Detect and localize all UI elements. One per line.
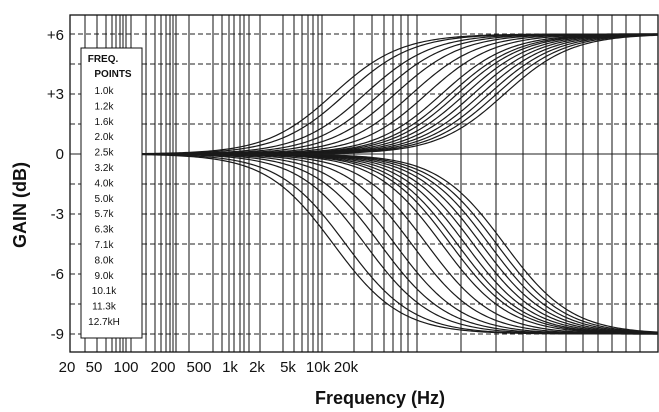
x-tick-label: 50 — [86, 359, 103, 376]
y-tick-label: 0 — [56, 146, 64, 163]
legend-item: 3.2k — [95, 163, 115, 174]
legend-item: 2.0k — [95, 132, 115, 143]
legend-item: 1.0k — [95, 86, 115, 97]
legend-title: FREQ. — [88, 54, 119, 65]
cut-curve — [140, 153, 659, 333]
y-axis-title: GAIN (dB) — [10, 162, 30, 248]
x-tick-label: 2k — [249, 359, 265, 376]
x-tick-label: 5k — [280, 359, 296, 376]
legend-box — [80, 47, 143, 339]
y-tick-label: +3 — [47, 86, 64, 103]
x-tick-label: 500 — [186, 359, 211, 376]
x-axis-title: Frequency (Hz) — [315, 388, 445, 408]
legend-items: 1.0k 1.2k 1.6k 2.0k 2.5k 3.2k 4.0k 5.0k 5.7k 6.3k… — [88, 86, 120, 328]
legend-item: 6.3k — [95, 225, 115, 236]
legend-item: 7.1k — [95, 240, 115, 251]
legend-item: 1.2k — [95, 101, 115, 112]
legend-item: 10.1k — [92, 286, 117, 297]
legend: FREQ. POINTS 1.0k 1.2k 1.6k 2.0k 2.5k 3.2k 4.0… — [80, 47, 143, 339]
x-tick-label: 20 — [59, 359, 76, 376]
x-tick-label: 1k — [222, 359, 238, 376]
y-tick-label: +6 — [47, 27, 64, 44]
legend-title: POINTS — [94, 69, 132, 80]
x-tick-label: 10k — [306, 359, 331, 376]
y-tick-label: -6 — [51, 266, 64, 283]
legend-item: 2.5k — [95, 148, 115, 159]
grid — [69, 14, 659, 353]
legend-item: 1.6k — [95, 117, 115, 128]
y-tick-label: -9 — [51, 326, 64, 343]
x-axis-ticks: 20 50 100 200 500 1k 2k 5k 10k 20k — [59, 359, 359, 376]
y-axis-ticks: +6 +3 0 -3 -6 -9 — [47, 27, 64, 343]
x-tick-label: 200 — [150, 359, 175, 376]
legend-item: 5.0k — [95, 194, 115, 205]
x-tick-label: 20k — [334, 359, 359, 376]
curves — [139, 33, 659, 335]
legend-item: 11.3k — [92, 302, 117, 313]
legend-item: 5.7k — [95, 209, 115, 220]
x-tick-label: 100 — [113, 359, 138, 376]
legend-item: 9.0k — [95, 271, 115, 282]
legend-item: 4.0k — [95, 178, 115, 189]
legend-item: 12.7kH — [88, 317, 120, 328]
y-tick-label: -3 — [51, 206, 64, 223]
legend-item: 8.0k — [95, 255, 115, 266]
